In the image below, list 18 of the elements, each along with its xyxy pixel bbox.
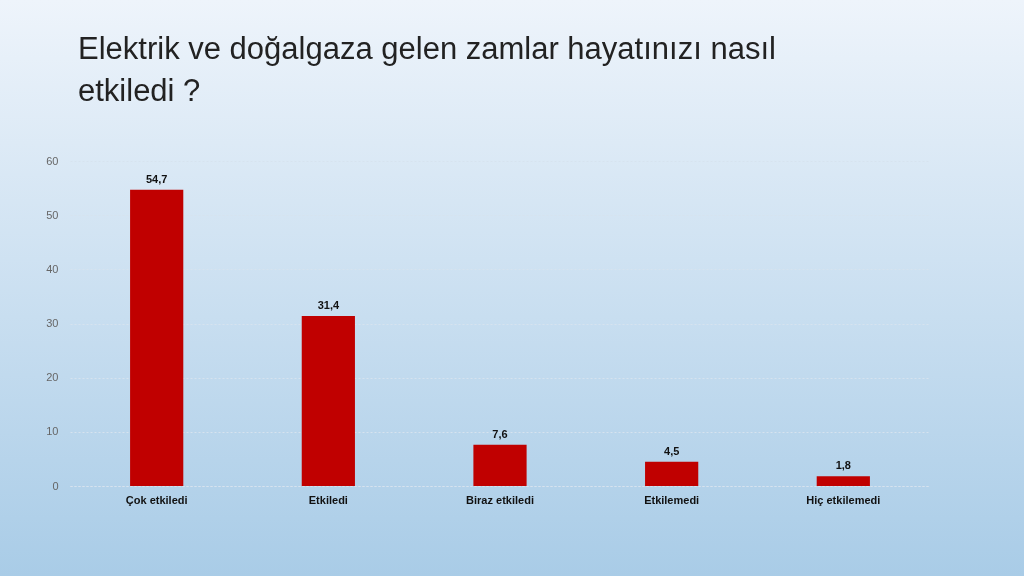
data-label: 7,6 <box>492 427 508 440</box>
y-tick-label: 10 <box>46 425 59 438</box>
y-tick-label: 20 <box>46 371 59 384</box>
x-tick-label: Hiç etkilemedi <box>806 493 881 506</box>
data-label: 54,7 <box>145 172 168 185</box>
data-label: 1,8 <box>835 459 851 472</box>
data-label: 4,5 <box>664 444 680 457</box>
data-label: 31,4 <box>317 298 340 311</box>
y-tick-label: 40 <box>46 262 59 275</box>
y-tick-label: 30 <box>46 317 59 329</box>
x-tick-label: Çok etkiledi <box>125 493 188 506</box>
y-tick-label: 60 <box>46 154 59 167</box>
x-tick-label: Biraz etkiledi <box>466 493 534 506</box>
chart-title: Elektrik ve doğalgaza gelen zamlar hayatınızı nasıl etkiledi ? <box>78 30 777 110</box>
y-tick-label: 50 <box>46 208 59 221</box>
x-tick-label: Etkiledi <box>308 493 348 506</box>
x-tick-label: Etkilemedi <box>644 493 700 506</box>
y-tick-label: 0 <box>52 479 59 492</box>
